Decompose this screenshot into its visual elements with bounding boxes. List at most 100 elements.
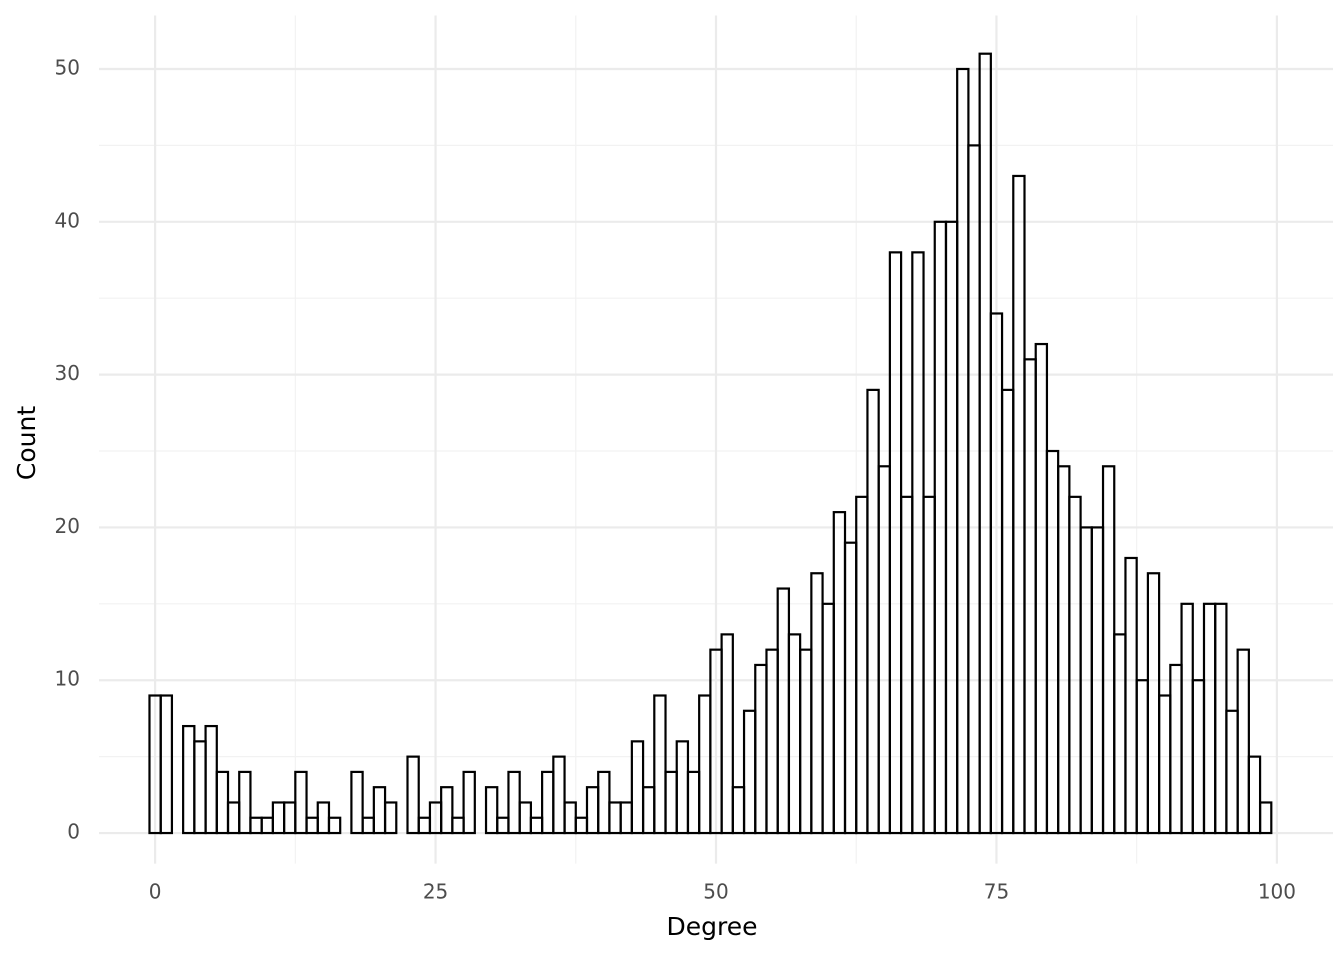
y-tick-label: 40 [55,208,80,232]
bar [899,495,914,835]
bar [507,770,521,835]
bar [271,801,286,835]
bar [1258,801,1273,835]
bar [406,755,420,835]
bar [1158,694,1172,835]
bar [204,724,218,835]
bar [1169,663,1183,835]
bar [238,770,252,835]
bar [1000,388,1015,835]
bar [451,816,465,835]
bar [1023,358,1037,835]
bar [563,801,577,835]
bar [1068,495,1082,835]
bar [1214,602,1228,835]
bar [1180,602,1194,835]
bar [541,770,555,835]
bar [675,740,690,835]
bar [597,770,611,835]
x-tick-label: 0 [149,880,162,904]
bar [518,801,533,835]
bar [350,770,364,835]
bar [742,709,757,835]
bar [249,816,263,835]
bar [1045,449,1060,835]
bar [641,786,656,835]
bar [630,740,645,835]
bar [496,816,510,835]
bar [1146,572,1161,835]
bar [855,495,869,835]
x-tick-label: 75 [984,880,1009,904]
bar [327,816,342,835]
bar [888,251,903,835]
bar [754,663,768,835]
bar [305,816,319,835]
bar [1113,633,1127,835]
bar [484,786,499,835]
y-tick-label: 20 [55,514,80,538]
bar [967,144,981,835]
bar [215,770,230,835]
bar [1202,602,1217,835]
bar [653,694,667,835]
y-tick-label: 50 [55,55,80,79]
bar [1124,556,1138,835]
bar [911,251,925,835]
bar [664,770,678,835]
bar [619,801,633,835]
bar [765,648,779,835]
bar [821,602,835,835]
bar [193,740,207,835]
bar [866,388,880,835]
bar [1057,465,1071,835]
bar [1101,465,1116,835]
bar [316,801,331,835]
y-tick-label: 0 [67,820,80,844]
bar [552,755,566,835]
bar [787,633,802,835]
bar [294,770,308,835]
bar [383,801,398,835]
bar [810,572,824,835]
bar [686,770,701,835]
bar [226,801,241,835]
bar [731,786,746,835]
bar [361,816,375,835]
x-tick-label: 50 [703,880,728,904]
bar [260,816,274,835]
bar [159,694,174,835]
bar [372,786,387,835]
bar [1247,755,1262,835]
bar [1034,342,1049,835]
bar [283,801,297,835]
y-tick-label: 10 [55,667,80,691]
y-axis-label: Count [12,406,41,480]
bar [608,801,622,835]
bar [440,786,454,835]
bar [776,587,791,835]
bar [574,816,589,835]
bar [922,495,936,835]
bar [585,786,600,835]
x-tick-label: 100 [1258,880,1296,904]
bar [1236,648,1250,835]
bar [1225,709,1239,835]
bar [1012,174,1026,835]
x-tick-label: 25 [423,880,448,904]
x-axis-label: Degree [667,912,758,941]
bar [832,511,847,835]
bar [182,724,196,835]
bar [843,541,858,835]
bar [462,770,476,835]
bar [417,816,432,835]
bar [978,52,992,835]
bar [799,648,813,835]
y-tick-label: 30 [55,361,80,385]
bar [720,633,734,835]
bar [877,465,891,835]
bar [698,694,712,835]
bar [529,816,544,835]
